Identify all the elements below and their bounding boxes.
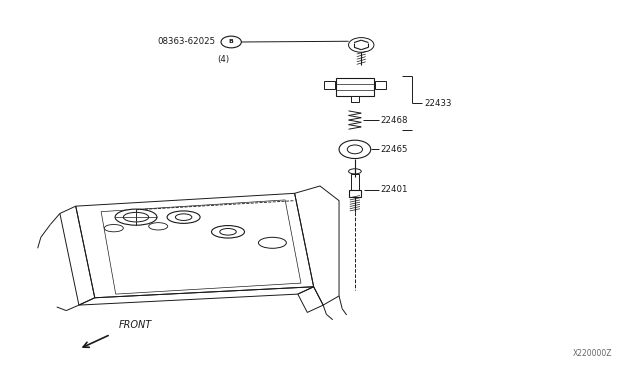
Bar [351,96,358,102]
Text: 08363-62025: 08363-62025 [157,37,215,46]
Ellipse shape [167,211,200,223]
Bar [324,81,335,89]
Bar [336,78,374,96]
Text: 22433: 22433 [425,99,452,108]
Ellipse shape [124,212,148,222]
Circle shape [339,140,371,158]
Ellipse shape [211,225,244,238]
Ellipse shape [220,228,236,235]
Ellipse shape [115,209,157,225]
Ellipse shape [259,237,286,248]
Text: (4): (4) [218,55,230,64]
Ellipse shape [175,214,192,221]
Circle shape [349,38,374,52]
Bar [351,174,358,190]
Ellipse shape [148,223,168,230]
Ellipse shape [104,224,124,232]
Ellipse shape [349,169,361,174]
Text: 22465: 22465 [380,145,408,154]
Bar [349,190,361,197]
Text: FRONT: FRONT [119,320,152,330]
Text: X220000Z: X220000Z [572,349,612,358]
Bar [374,81,386,89]
Circle shape [221,36,241,48]
Text: 22468: 22468 [380,116,408,125]
Circle shape [348,145,362,154]
Text: B: B [228,39,234,45]
Text: 22401: 22401 [380,185,408,194]
